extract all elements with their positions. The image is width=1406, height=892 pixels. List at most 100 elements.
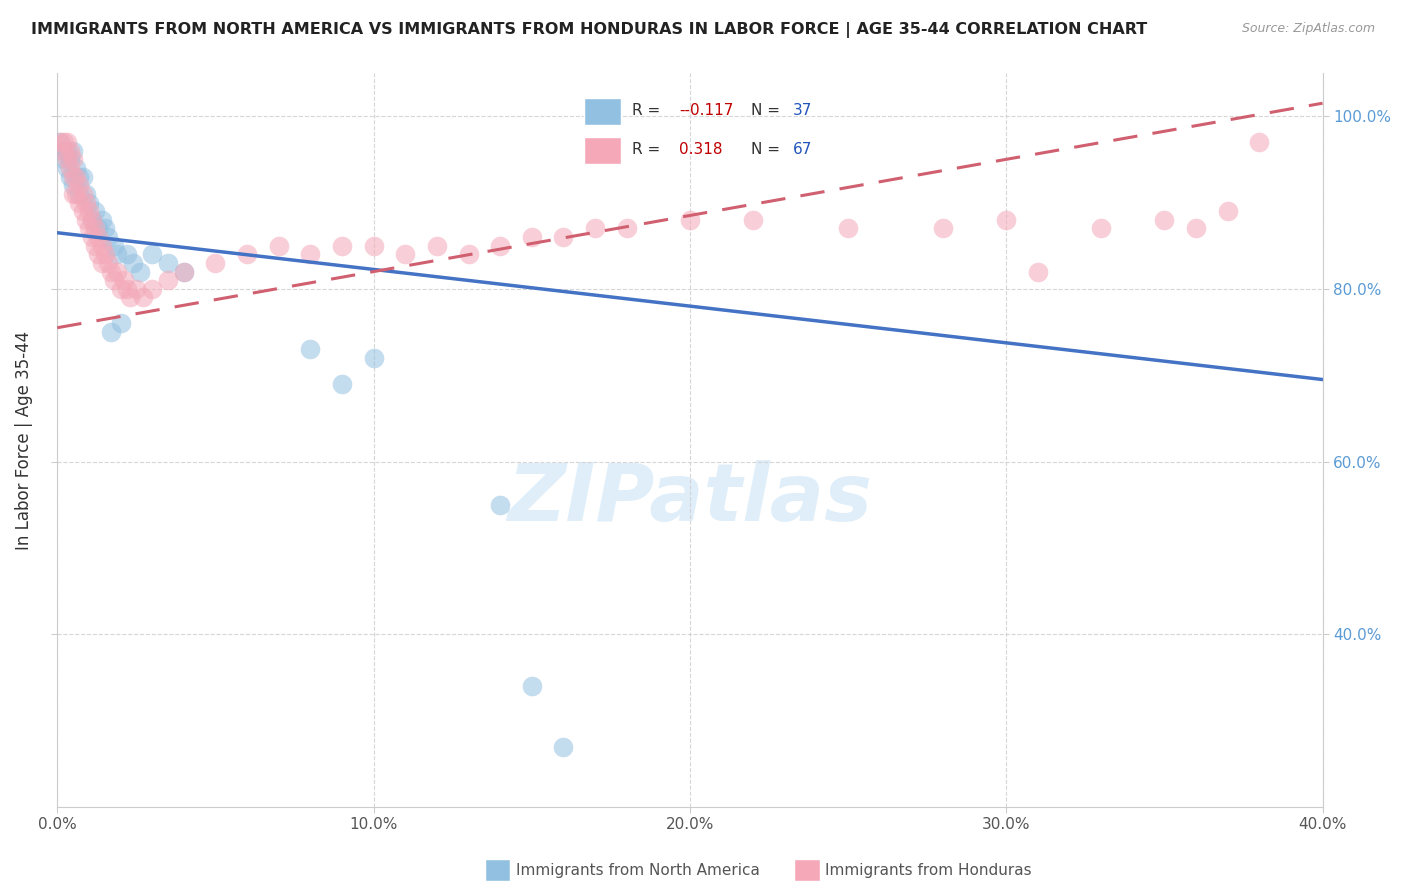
Point (1216, 204, 1239, 219)
Point (1185, 221, 1208, 235)
Point (120, 291, 142, 305)
Point (49, 135, 72, 149)
Point (173, 264, 195, 278)
Point (932, 221, 955, 235)
Point (1153, 212, 1175, 227)
Point (90, 256, 112, 270)
Point (77, 195, 100, 210)
Point (115, 247, 138, 261)
Point (742, 212, 765, 227)
Point (65, 169, 87, 184)
Point (583, 221, 606, 235)
Point (97, 230, 120, 244)
Point (69, 186, 91, 201)
Point (107, 247, 129, 261)
Point (72, 204, 94, 219)
Point (87, 221, 110, 235)
Point (77, 204, 100, 219)
Point (84, 238, 107, 252)
Point (616, 221, 638, 235)
Point (103, 238, 125, 252)
Point (520, 230, 543, 244)
Point (125, 282, 148, 296)
Point (1249, 135, 1271, 149)
Point (267, 238, 290, 252)
Point (363, 351, 385, 365)
Point (94, 221, 117, 235)
Point (59, 169, 82, 184)
Point (100, 264, 122, 278)
Point (69, 178, 91, 193)
Point (110, 317, 132, 331)
Point (59, 144, 82, 158)
Point (157, 273, 180, 287)
Point (236, 247, 259, 261)
Point (72, 169, 94, 184)
Point (141, 282, 163, 296)
Point (62, 169, 84, 184)
Point (87, 247, 110, 261)
Point (62, 178, 84, 193)
Point (82, 212, 104, 227)
Point (52, 135, 75, 149)
Point (394, 247, 416, 261)
Point (122, 256, 145, 270)
Point (56, 153, 79, 167)
Y-axis label: In Labor Force | Age 35-44: In Labor Force | Age 35-44 (15, 330, 32, 549)
Point (553, 230, 575, 244)
Text: IMMIGRANTS FROM NORTH AMERICA VS IMMIGRANTS FROM HONDURAS IN LABOR FORCE | AGE 3: IMMIGRANTS FROM NORTH AMERICA VS IMMIGRA… (31, 22, 1147, 38)
Text: Immigrants from Honduras: Immigrants from Honduras (825, 863, 1032, 878)
Point (1090, 221, 1112, 235)
Point (489, 238, 512, 252)
Point (299, 343, 322, 357)
Point (204, 256, 226, 270)
Point (87, 230, 110, 244)
Point (97, 256, 120, 270)
Point (59, 153, 82, 167)
Point (69, 169, 91, 184)
Point (100, 325, 122, 339)
Point (520, 679, 543, 693)
Point (489, 498, 512, 512)
Point (49, 135, 72, 149)
Point (69, 195, 91, 210)
Point (363, 238, 385, 252)
Point (426, 238, 449, 252)
Point (553, 739, 575, 754)
Point (72, 186, 94, 201)
Point (77, 221, 100, 235)
Point (62, 186, 84, 201)
Point (59, 161, 82, 175)
Point (112, 273, 135, 287)
Point (110, 282, 132, 296)
Point (90, 238, 112, 252)
Point (82, 212, 104, 227)
Point (679, 212, 702, 227)
Point (56, 161, 79, 175)
Point (141, 247, 163, 261)
Point (1026, 264, 1049, 278)
Point (75, 195, 97, 210)
Point (84, 221, 107, 235)
Point (52, 144, 75, 158)
Point (173, 264, 195, 278)
Point (65, 186, 87, 201)
Point (115, 282, 138, 296)
Point (132, 291, 155, 305)
Point (62, 153, 84, 167)
Point (103, 273, 125, 287)
Point (995, 212, 1018, 227)
Point (90, 212, 112, 227)
Point (52, 144, 75, 158)
Point (82, 230, 104, 244)
Point (65, 161, 87, 175)
Point (94, 247, 117, 261)
Point (299, 247, 322, 261)
Point (457, 247, 479, 261)
Point (75, 212, 97, 227)
Point (75, 186, 97, 201)
Text: ZIPatlas: ZIPatlas (508, 459, 873, 538)
Point (52, 153, 75, 167)
Text: Source: ZipAtlas.com: Source: ZipAtlas.com (1241, 22, 1375, 36)
Point (157, 256, 180, 270)
